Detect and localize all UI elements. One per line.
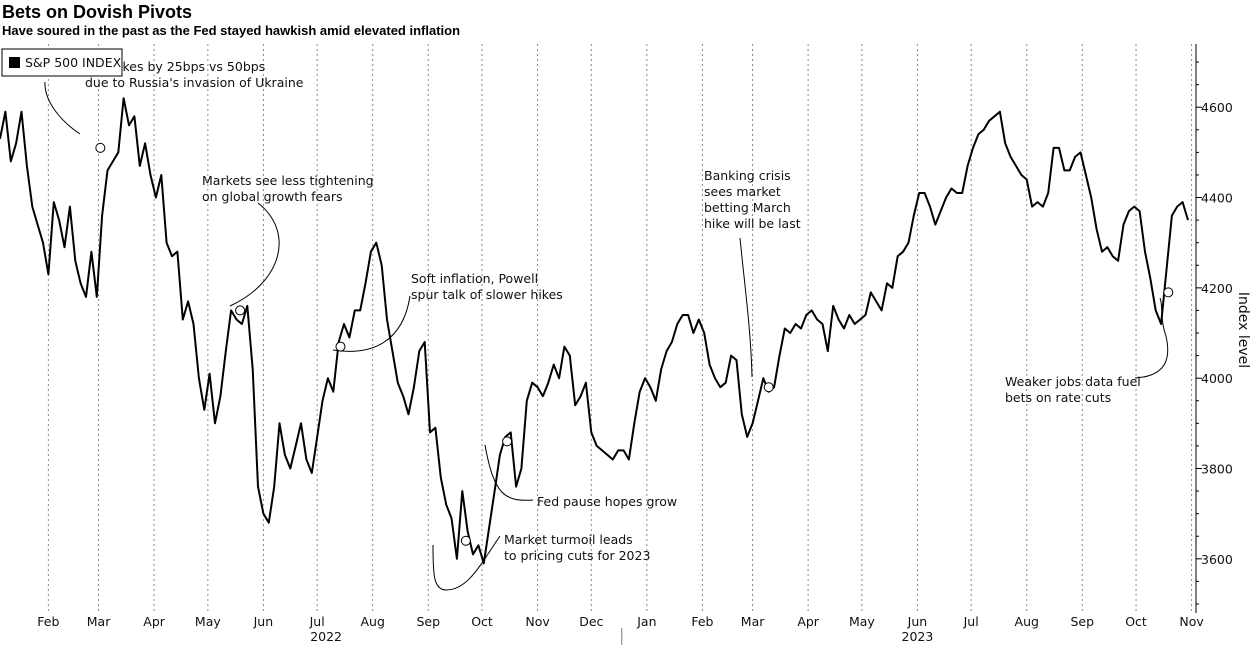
chart-subtitle: Have soured in the past as the Fed staye…: [2, 23, 461, 38]
annotation-line: sees market: [704, 184, 781, 199]
annotation-line: Soft inflation, Powell: [411, 271, 538, 286]
annotation-text: Fed hikes by 25bps vs 50bps due to Russia…: [85, 59, 304, 90]
y-tick-label: 4400: [1201, 191, 1233, 206]
legend-box: [1, 48, 123, 77]
annotation-leader: [229, 202, 280, 307]
annotation-marker: [235, 305, 246, 316]
year-label: 2023: [902, 629, 934, 644]
annotation-marker: [95, 142, 106, 153]
series-line: [0, 97, 1189, 565]
x-tick-label: Jul: [309, 614, 325, 629]
x-tick-label: May: [849, 614, 875, 629]
x-tick-label: Apr: [797, 614, 819, 629]
annotation-leader: [332, 295, 411, 352]
x-tick-label: Apr: [143, 614, 165, 629]
annotation-line: to pricing cuts for 2023: [504, 548, 650, 563]
annotation-marker: [1163, 287, 1174, 298]
x-tick-label: Oct: [1125, 614, 1147, 629]
x-tick-label: Jun: [907, 614, 928, 629]
annotation-leader: [432, 535, 501, 591]
annotation-line: hike will be last: [704, 216, 801, 231]
annotation-marker: [763, 382, 774, 393]
series-lines: [0, 97, 1189, 565]
x-tick-label: Nov: [1179, 614, 1204, 629]
x-tick-label: Aug: [1015, 614, 1039, 629]
legend-swatch: [9, 57, 20, 68]
annotation-line: on global growth fears: [202, 189, 343, 204]
x-tick-label: Nov: [525, 614, 550, 629]
y-tick-label: 4000: [1201, 371, 1233, 386]
annotation-line: spur talk of slower hikes: [411, 287, 563, 302]
annotation-leader: [1134, 297, 1169, 379]
x-tick-label: Mar: [87, 614, 111, 629]
annotation-line: betting March: [704, 200, 791, 215]
annotation-text: Banking crisis sees market betting March hi…: [704, 168, 801, 231]
y-tick-label: 3800: [1201, 461, 1233, 476]
annotation-leader: [739, 237, 753, 378]
legend-label: S&P 500 INDEX: [25, 55, 122, 70]
x-tick-label: Jan: [636, 614, 656, 629]
x-axis: Feb Mar Apr May Jun Jul Aug Sep Oct Nov Dec Jan Feb M…: [37, 614, 1204, 644]
annotation-marker: [502, 436, 513, 447]
x-tick-label: Sep: [1070, 614, 1094, 629]
year-label: 2022: [310, 629, 342, 644]
chart-title: Bets on Dovish Pivots: [2, 2, 193, 22]
annotation-line: bets on rate cuts: [1005, 390, 1111, 405]
y-axis: 3600 3800 4000 4200 4400 4600: [1195, 44, 1233, 613]
annotation-line: Market turmoil leads: [504, 532, 633, 547]
annotation-line: Banking crisis: [704, 168, 791, 183]
legend: S&P 500 INDEX: [1, 48, 123, 77]
y-tick-label: 3600: [1201, 552, 1233, 567]
x-tick-label: Mar: [741, 614, 765, 629]
annotation-leader: [484, 444, 534, 501]
annotation-line: due to Russia's invasion of Ukraine: [85, 75, 304, 90]
annotation-text: Fed pause hopes grow: [537, 494, 677, 509]
y-axis-label: Index level: [1235, 292, 1251, 368]
x-tick-label: Oct: [471, 614, 493, 629]
annotation-line: Fed hikes by 25bps vs 50bps: [85, 59, 265, 74]
x-tick-label: Sep: [416, 614, 440, 629]
annotation-text: Soft inflation, Powell spur talk of slowe…: [411, 271, 563, 302]
annotations: Fed hikes by 25bps vs 50bps due to Russia…: [44, 59, 1174, 591]
x-tick-label: Feb: [691, 614, 713, 629]
y-tick-label: 4200: [1201, 281, 1233, 296]
x-tick-label: Dec: [579, 614, 603, 629]
annotation-marker: [460, 535, 471, 546]
annotation-leader: [44, 81, 81, 135]
x-tick-label: May: [195, 614, 221, 629]
vertical-gridlines: [47, 44, 1193, 613]
x-tick-label: Jun: [253, 614, 274, 629]
x-tick-label: Aug: [360, 614, 384, 629]
x-tick-label: Jul: [963, 614, 979, 629]
annotation-text: Market turmoil leads to pricing cuts for …: [504, 532, 650, 563]
annotation-text: Weaker jobs data fuel bets on rate cuts: [1005, 374, 1141, 405]
x-tick-label: Feb: [37, 614, 59, 629]
annotation-marker: [335, 341, 346, 352]
annotation-line: Weaker jobs data fuel: [1005, 374, 1141, 389]
annotation-text: Markets see less tightening on global gro…: [202, 173, 374, 204]
annotation-line: Fed pause hopes grow: [537, 494, 677, 509]
y-tick-label: 4600: [1201, 100, 1233, 115]
annotation-line: Markets see less tightening: [202, 173, 374, 188]
